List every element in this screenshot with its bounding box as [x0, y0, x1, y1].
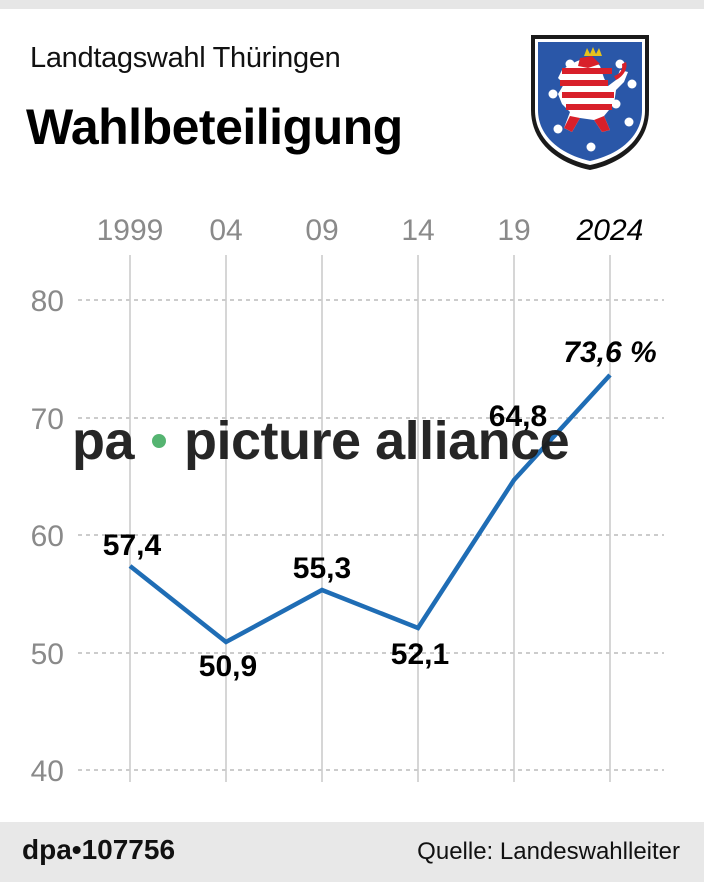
watermark-dot-icon	[152, 433, 167, 448]
watermark: pa picture alliance	[72, 410, 570, 472]
data-label: 50,9	[199, 650, 257, 683]
data-label: 64,8	[489, 400, 547, 433]
top-bar	[0, 0, 704, 9]
footer: dpa•107756 Quelle: Landeswahlleiter	[0, 822, 704, 882]
x-label: 04	[209, 214, 242, 247]
x-label: 14	[401, 214, 434, 247]
watermark-left: pa	[72, 411, 135, 471]
x-label: 1999	[97, 214, 164, 247]
data-label-current: 73,6 %	[563, 336, 656, 369]
vertical-gridlines	[129, 255, 611, 782]
source-credit: Quelle: Landeswahlleiter	[417, 838, 680, 865]
data-label: 55,3	[293, 552, 351, 585]
line-chart: 1999 04 09 14 19 2024 80 70 60 50 40 57,…	[31, 214, 664, 788]
y-label: 40	[31, 755, 64, 788]
y-axis-labels: 80 70 60 50 40	[31, 285, 64, 788]
y-label: 60	[31, 520, 64, 553]
watermark-right: picture alliance	[184, 411, 570, 471]
x-label-current: 2024	[576, 214, 644, 247]
x-axis-labels: 1999 04 09 14 19 2024	[97, 214, 644, 247]
y-label: 80	[31, 285, 64, 318]
chart-title: Wahlbeteiligung	[26, 99, 403, 155]
graphic-id: dpa•107756	[22, 834, 176, 865]
y-label: 50	[31, 638, 64, 671]
data-label: 57,4	[103, 529, 162, 562]
chart-subtitle: Landtagswahl Thüringen	[30, 42, 341, 74]
data-labels: 57,4 50,9 55,3 52,1 64,8 73,6 %	[103, 336, 657, 683]
y-label: 70	[31, 403, 64, 436]
x-label: 19	[497, 214, 530, 247]
horizontal-gridlines	[78, 299, 664, 771]
x-label: 09	[305, 214, 338, 247]
thuringia-coat-of-arms-icon	[531, 35, 649, 170]
data-label: 52,1	[391, 638, 449, 671]
turnout-line	[128, 373, 612, 645]
